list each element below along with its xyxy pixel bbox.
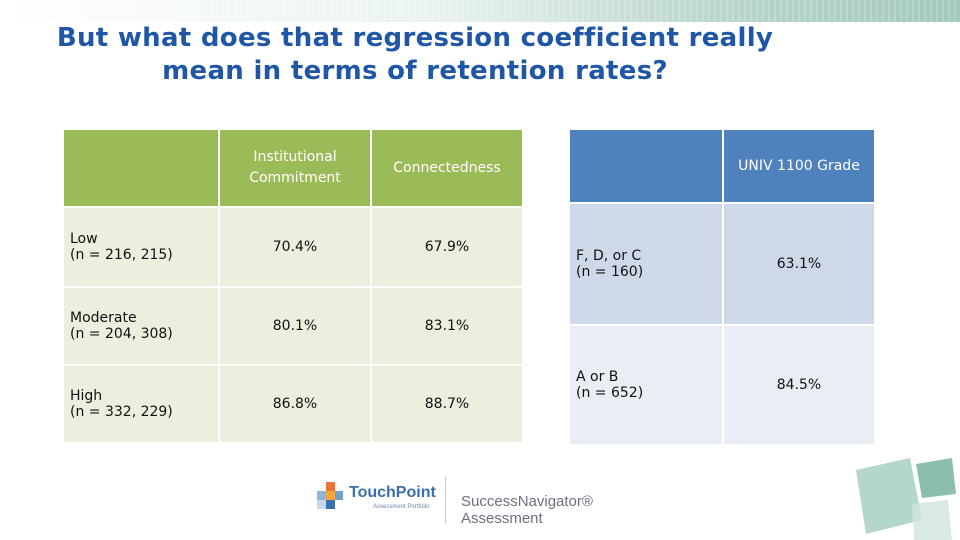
successnavigator-name: SuccessNavigator® Assessment [461,493,593,527]
row-label-n: (n = 216, 215) [70,247,173,263]
row-label-fdc: F, D, or C (n = 160) [570,204,722,324]
row-label-n: (n = 160) [576,264,644,280]
column-header-label: Institutional Commitment [249,149,341,186]
touchpoint-logo-icon [317,482,343,509]
row-label-moderate: Moderate (n = 204, 308) [64,288,218,364]
column-header-institutional-commitment: Institutional Commitment [220,130,370,206]
table-row: F, D, or C (n = 160) 63.1% [570,204,874,324]
row-label-n: (n = 204, 308) [70,326,173,342]
value-cell: 83.1% [372,288,522,364]
row-label-high: High (n = 332, 229) [64,366,218,442]
value-cell: 63.1% [724,204,874,324]
row-label-n: (n = 332, 229) [70,404,173,420]
table-corner-cell [570,130,722,202]
row-label-name: A or B [576,369,619,385]
logo-divider [445,476,446,524]
value-cell: 67.9% [372,208,522,286]
value-cell: 84.5% [724,326,874,444]
table-row: Moderate (n = 204, 308) 80.1% 83.1% [64,288,522,364]
value-cell: 70.4% [220,208,370,286]
commitment-connectedness-table: Institutional Commitment Connectedness L… [62,128,524,444]
row-label-name: High [70,388,103,404]
corner-decorative-squares-icon [856,458,956,540]
title-line-2: mean in terms of retention rates? [162,56,668,86]
table-corner-cell [64,130,218,206]
row-label-name: F, D, or C [576,248,642,264]
table-row: High (n = 332, 229) 86.8% 88.7% [64,366,522,442]
touchpoint-subtitle: Assessment Portfolio [373,504,430,510]
column-header-connectedness: Connectedness [372,130,522,206]
value-cell: 80.1% [220,288,370,364]
table-row: A or B (n = 652) 84.5% [570,326,874,444]
table-row: Low (n = 216, 215) 70.4% 67.9% [64,208,522,286]
row-label-n: (n = 652) [576,385,644,401]
row-label-low: Low (n = 216, 215) [64,208,218,286]
row-label-name: Low [70,231,98,247]
grade-table: UNIV 1100 Grade F, D, or C (n = 160) 63.… [568,128,876,446]
value-cell: 88.7% [372,366,522,442]
row-label-ab: A or B (n = 652) [570,326,722,444]
top-decorative-band [0,0,960,22]
touchpoint-name: TouchPoint [349,484,436,501]
slide-title: But what does that regression coefficien… [30,22,800,88]
value-cell: 86.8% [220,366,370,442]
row-label-name: Moderate [70,310,137,326]
title-line-1: But what does that regression coefficien… [56,23,774,53]
column-header-univ-1100-grade: UNIV 1100 Grade [724,130,874,202]
footer-logos: TouchPoint Assessment Portfolio SuccessN… [315,476,665,527]
